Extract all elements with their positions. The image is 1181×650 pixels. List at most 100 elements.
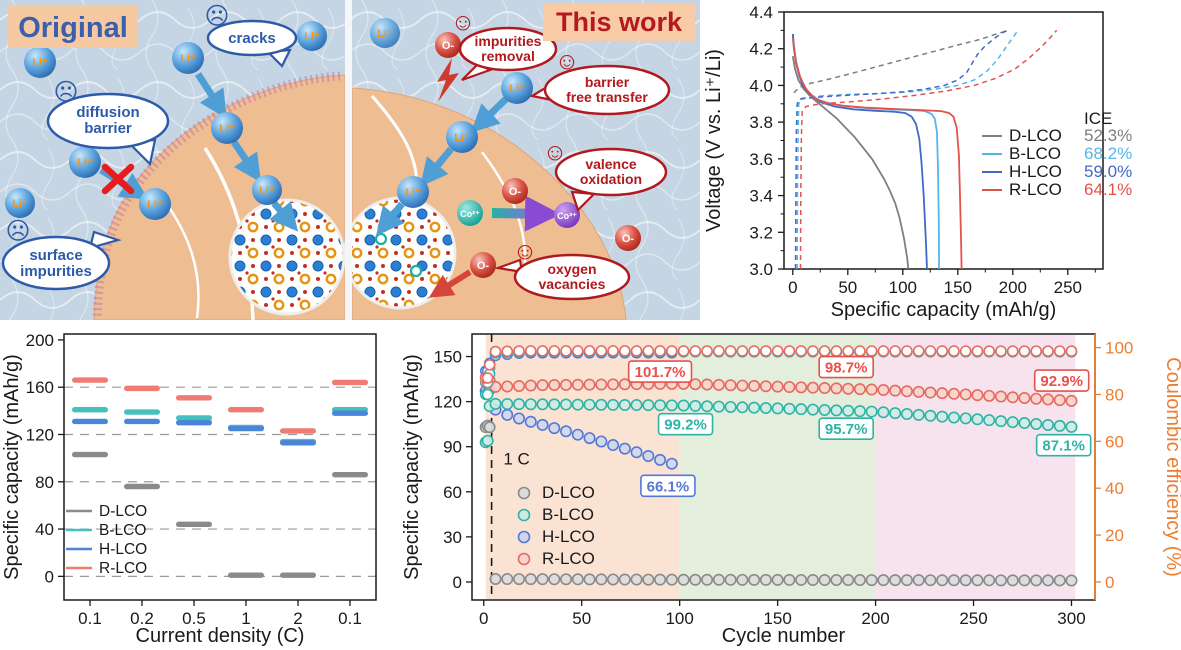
bubble-barrier-free-transfer: barrier free transfer xyxy=(528,64,671,116)
oxygen-vacancy-site xyxy=(374,232,388,246)
bubble-impurities-removal: impurities removal xyxy=(458,26,558,82)
x-tick-label: 50 xyxy=(572,609,591,628)
y-tick-label: 40 xyxy=(35,520,54,539)
y-right-tick-label: 40 xyxy=(1105,479,1124,498)
plot-frame xyxy=(63,333,377,601)
svg-text:Li⁺: Li⁺ xyxy=(12,198,28,210)
x-tick-label: 0.5 xyxy=(182,609,206,628)
retention-annotation-box xyxy=(640,474,696,498)
svg-text:Li⁺: Li⁺ xyxy=(147,199,163,211)
y-tick-label: 4.2 xyxy=(749,40,773,59)
svg-text:cracks: cracks xyxy=(228,30,276,47)
li-ion: Li⁺ xyxy=(211,112,243,144)
capacity-dash-D-LCO xyxy=(72,451,108,458)
o-ion: O- xyxy=(502,178,528,204)
y-tick-label: 120 xyxy=(26,425,54,444)
capacity-dash-R-LCO xyxy=(228,406,264,413)
svg-text:Li⁺: Li⁺ xyxy=(454,132,470,144)
y-axis-title: Specific capacity (mAh/g) xyxy=(1,354,23,580)
legend-label: D-LCO xyxy=(542,483,595,502)
discharge-curve-H-LCO xyxy=(791,33,928,270)
x-tick-label: 250 xyxy=(959,609,987,628)
svg-text:Li⁺: Li⁺ xyxy=(377,28,393,40)
this-work-title: This work xyxy=(556,7,683,37)
y-right-tick-label: 60 xyxy=(1105,432,1124,451)
charge-curve-H-LCO xyxy=(794,29,1008,270)
y-right-tick-label: 80 xyxy=(1105,385,1124,404)
cycle-chart: 1 C 0 50 100 150 200 250 300 0 30 60 90 120 150 0 20 40 6… xyxy=(401,333,1181,647)
capacity-dash-R-LCO xyxy=(176,395,212,401)
retention-annotation-box xyxy=(1033,369,1090,392)
happy-face-icon: ☺ xyxy=(451,9,476,36)
charge-curve-B-LCO xyxy=(796,29,1019,270)
capacity-dash-H-LCO xyxy=(228,425,264,432)
this-work-badge: This work xyxy=(543,3,695,41)
svg-text:O-: O- xyxy=(622,233,635,245)
li-ion: Li⁺ xyxy=(69,146,101,178)
li-ion: Li⁺ xyxy=(5,188,35,218)
retention-annotation-box xyxy=(818,355,874,379)
legend-ice-value: 68.2% xyxy=(1084,144,1132,163)
retention-annotation-text: 101.7% xyxy=(635,364,686,381)
li-diffusion-arrows-right xyxy=(376,96,509,236)
li-ions: Li⁺ Li⁺ Li⁺ Li⁺ Li⁺ Li⁺ Li⁺ Li⁺ Li⁺ Li⁺ … xyxy=(5,18,533,220)
oxygen-insert-arrow xyxy=(428,269,472,298)
svg-text:Li⁺: Li⁺ xyxy=(509,83,525,95)
x-tick-label: 100 xyxy=(889,278,917,297)
x-tick-label: 100 xyxy=(665,609,693,628)
capacity-dash-H-LCO xyxy=(280,440,316,446)
retention-annotation-box xyxy=(818,417,874,440)
oxygen-vacancy-site xyxy=(409,264,423,278)
retention-annotation-text: 66.1% xyxy=(647,478,690,495)
li-ion: Li⁺ xyxy=(501,72,533,104)
capacity-dash-D-LCO xyxy=(332,471,368,478)
legend-marker-B-LCO xyxy=(517,508,531,522)
x-tick-label: 150 xyxy=(763,609,791,628)
cycle-chart-panel: 1 C 0 50 100 150 200 250 300 0 30 60 90 120 150 0 20 40 6… xyxy=(400,320,1181,650)
legend-ice-value: 52.3% xyxy=(1084,126,1132,145)
capacity-dash-H-LCO xyxy=(332,410,368,416)
y-left-axis-title: Specific capacity (mAh/g) xyxy=(401,354,423,580)
bubble-valence-oxidation: valence oxidation xyxy=(554,147,668,213)
legend-ice-value: 64.1% xyxy=(1084,180,1132,199)
capacity-dash-B-LCO xyxy=(72,406,108,413)
li-ion: Li⁺ xyxy=(397,176,429,208)
capacity-dash-D-LCO xyxy=(176,521,212,528)
original-badge: Original xyxy=(8,5,138,48)
rate-label: 1 C xyxy=(503,450,529,469)
x-tick-label: 0 xyxy=(479,609,488,628)
sad-face-icon: ☹ xyxy=(204,3,229,30)
legend-title: ICE xyxy=(1084,109,1112,128)
x-tick-label: 50 xyxy=(838,278,857,297)
legend-label: H-LCO xyxy=(542,527,595,546)
charge-curve-D-LCO xyxy=(793,29,1009,94)
sad-face-icon: ☹ xyxy=(5,218,30,245)
discharge-curve-D-LCO xyxy=(791,55,910,270)
y-axis-title: Voltage (V vs. Li⁺/Li) xyxy=(703,49,725,232)
legend-label: D-LCO xyxy=(99,503,147,520)
capacity-dash-H-LCO xyxy=(176,419,212,426)
charge-curve-R-LCO xyxy=(799,29,1058,270)
x-axis-title: Cycle number xyxy=(722,625,846,647)
x-axis-title: Current density (C) xyxy=(136,625,305,647)
capacity-dash-D-LCO xyxy=(124,483,160,490)
co2-label: Co²⁺ xyxy=(460,209,480,219)
y-right-tick-label: 100 xyxy=(1105,339,1133,358)
legend-label: R-LCO xyxy=(1009,180,1062,199)
capacity-dash-B-LCO xyxy=(124,409,160,415)
retention-annotation-text: 92.9% xyxy=(1040,373,1083,390)
x-tick-label: 200 xyxy=(861,609,889,628)
x-tick-label: 250 xyxy=(1054,278,1082,297)
bubble-diffusion-barrier: diffusion barrier xyxy=(46,92,170,167)
o-ion: O- xyxy=(435,32,461,58)
retention-annotation-box xyxy=(657,412,714,436)
capacity-dash-B-LCO xyxy=(176,415,212,421)
y-left-tick-label: 60 xyxy=(443,483,462,502)
svg-text:oxidation: oxidation xyxy=(580,171,642,187)
retention-annotation-text: 87.1% xyxy=(1042,438,1085,455)
o-ions: O- O- O- O- xyxy=(435,32,641,278)
capacity-dash-R-LCO xyxy=(72,377,108,383)
bubble-surface-impurities: surface impurities xyxy=(1,230,122,291)
y-left-tick-label: 30 xyxy=(443,528,462,547)
